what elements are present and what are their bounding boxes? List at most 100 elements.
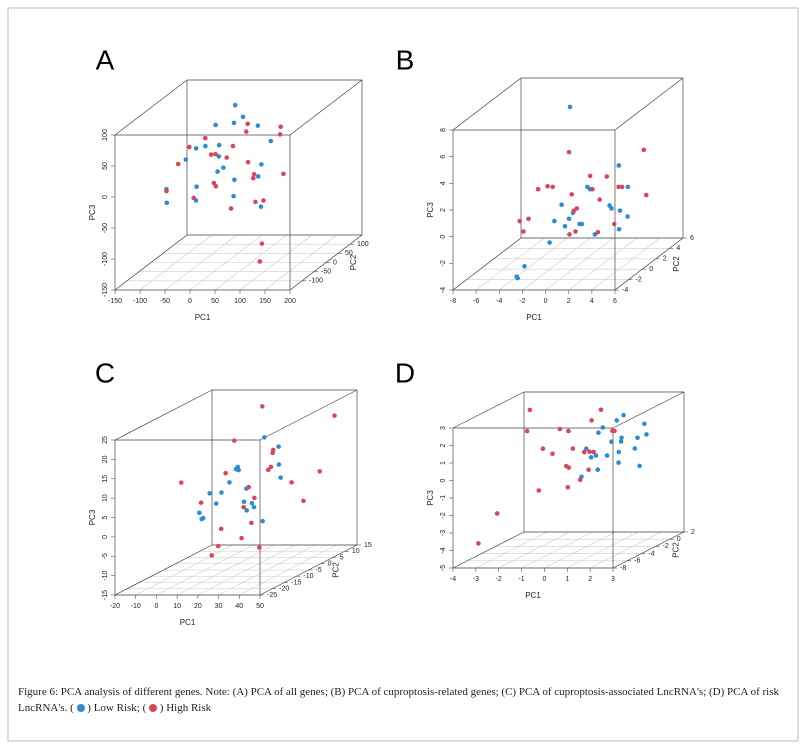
point [281, 171, 286, 177]
grid-line [591, 237, 661, 291]
z-tick-label: -5 [440, 565, 447, 571]
point [258, 204, 264, 209]
point [614, 418, 620, 423]
y-tick-label: -6 [634, 558, 640, 565]
x-tick-label: 0 [544, 298, 548, 305]
grid-line [498, 531, 570, 569]
point [526, 216, 531, 222]
point [261, 198, 266, 203]
point [265, 467, 271, 473]
point [535, 186, 541, 192]
y-tick-label: 0 [328, 561, 332, 568]
point [197, 510, 202, 516]
point [515, 275, 520, 281]
y-tick-label: -4 [648, 550, 654, 557]
point [244, 129, 249, 134]
point [211, 180, 217, 186]
x-tick-label: 6 [613, 298, 617, 305]
point [545, 183, 550, 189]
point [183, 157, 189, 162]
point [573, 229, 578, 234]
point [569, 192, 575, 197]
point [566, 428, 571, 434]
point [194, 184, 199, 189]
grid-line [475, 237, 545, 291]
point [224, 155, 229, 160]
point [619, 435, 624, 441]
x-tick-label: -8 [450, 298, 456, 305]
x-tick-label: 50 [211, 298, 219, 305]
box-edge [114, 79, 188, 136]
x-tick-label: 200 [284, 298, 296, 305]
point [187, 144, 192, 150]
point [588, 455, 594, 460]
point [257, 259, 263, 264]
point [604, 174, 610, 179]
y-tick-label: 6 [690, 235, 694, 242]
z-tick-label: 20 [102, 455, 109, 463]
point [203, 143, 208, 149]
point [565, 485, 571, 490]
z-tick-label: 1 [440, 461, 447, 465]
point [241, 504, 246, 510]
point [536, 488, 542, 493]
point [550, 451, 555, 457]
point [517, 218, 522, 224]
point [191, 195, 196, 201]
panel-letter: C [95, 357, 115, 388]
x-tick-label: 4 [590, 298, 594, 305]
x-tick-label: -150 [108, 298, 122, 305]
box-edge [452, 237, 522, 291]
point [246, 484, 252, 490]
z-tick-label: 2 [440, 443, 447, 447]
point [215, 543, 221, 549]
point [570, 446, 576, 451]
point [644, 432, 649, 437]
y-tick-label: 50 [345, 250, 353, 257]
y-tick-label: -100 [309, 278, 323, 285]
point [245, 159, 251, 165]
x-tick-label: -3 [473, 576, 479, 583]
point [562, 223, 568, 229]
caption: Figure 6: PCA analysis of different gene… [18, 686, 779, 714]
point [616, 226, 622, 232]
x-tick-label: -4 [496, 298, 502, 305]
point [240, 114, 246, 120]
point [607, 203, 612, 208]
point [289, 480, 294, 485]
y-tick-label: 5 [340, 554, 344, 561]
z-tick-label: 5 [102, 515, 109, 519]
point [552, 218, 557, 224]
point [590, 186, 595, 192]
legend-label: Low Risk [85, 702, 137, 714]
point [227, 480, 232, 485]
z-tick-label: 2 [440, 208, 447, 212]
x-tick-label: -2 [519, 298, 525, 305]
x-tick-label: -4 [450, 576, 456, 583]
box-edge [114, 544, 213, 596]
z-tick-label: 0 [440, 478, 447, 482]
point [164, 188, 169, 194]
y-tick-label: 100 [357, 241, 369, 248]
y-axis-title: PC2 [332, 562, 341, 578]
x-tick-label: 40 [235, 603, 243, 610]
x-tick-label: 0 [188, 298, 192, 305]
z-tick-label: 0 [440, 235, 447, 239]
point [219, 490, 224, 495]
z-tick-label: -2 [440, 512, 447, 518]
box-edge [452, 531, 525, 569]
caption-block: Figure 6: PCA analysis of different gene… [18, 684, 793, 716]
point [221, 165, 226, 170]
y-tick-label: 2 [691, 529, 695, 536]
box-edge [259, 544, 358, 596]
point [591, 449, 596, 455]
y-tick-label: -2 [663, 543, 669, 550]
point [593, 453, 599, 458]
point [223, 470, 228, 476]
point [635, 435, 640, 441]
point [596, 430, 601, 435]
point [621, 412, 626, 418]
point [268, 138, 274, 144]
grid-line [545, 237, 614, 291]
y-tick-label: -5 [316, 567, 322, 574]
